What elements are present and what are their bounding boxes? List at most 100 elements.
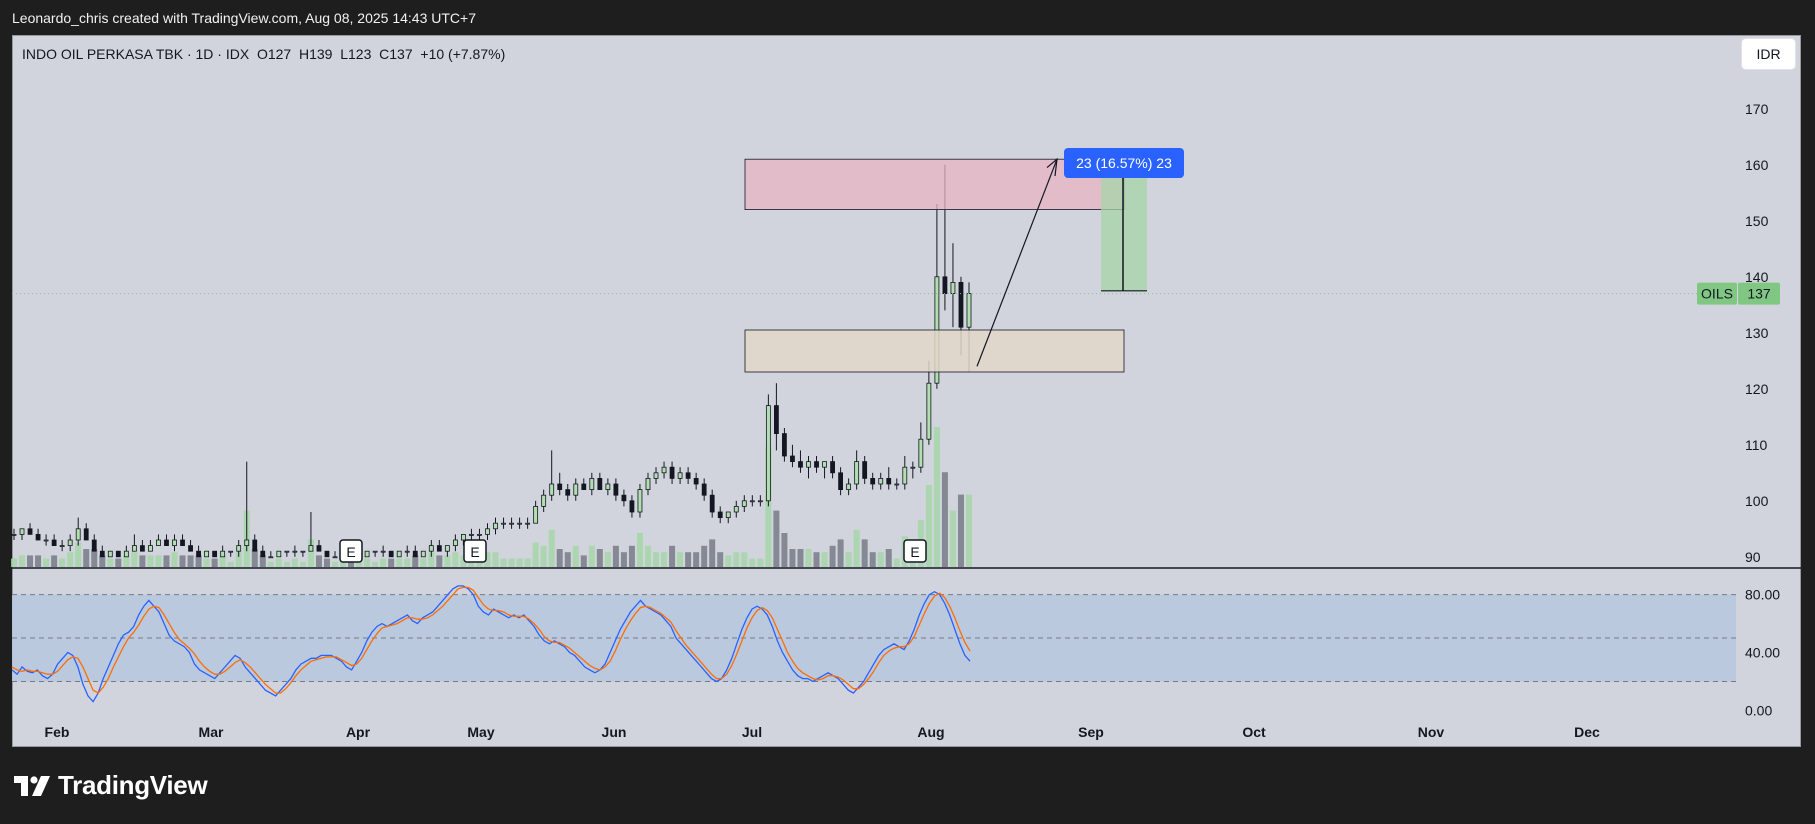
candle-body: [773, 405, 779, 435]
candle-body: [717, 511, 723, 518]
measure-label-text: 23 (16.57%) 23: [1076, 155, 1172, 171]
candle-body: [838, 472, 843, 490]
projection-arrow-line: [976, 158, 1058, 367]
candle-body: [156, 539, 161, 546]
volume-bar: [572, 545, 579, 567]
month-label-8: Oct: [1242, 724, 1266, 740]
candle-body: [806, 461, 811, 468]
tradingview-logo[interactable]: TradingView: [14, 770, 208, 801]
candle-body: [653, 472, 659, 479]
volume-bar: [203, 558, 210, 567]
earnings-marker-icon[interactable]: E: [903, 539, 927, 563]
candle-body: [284, 550, 290, 553]
volume-bar: [765, 446, 772, 567]
candle-body: [91, 539, 97, 552]
candle-body: [814, 461, 819, 468]
candle-body: [573, 483, 579, 496]
volume-bar: [155, 555, 162, 567]
candle-body: [870, 477, 876, 485]
attribution-bar: Leonardo_chris created with TradingView.…: [0, 0, 1815, 35]
symbol-legend[interactable]: INDO OIL PERKASA TBK · 1D · IDX O127 H13…: [22, 46, 506, 62]
candle-body: [115, 550, 121, 558]
volume-bar: [580, 555, 587, 567]
volume-bar: [83, 549, 90, 567]
candle-body: [196, 550, 201, 558]
currency-button[interactable]: IDR: [1742, 39, 1795, 69]
price-tick-label-9: 90: [1745, 549, 1761, 565]
candle-body: [220, 550, 226, 558]
candle-body: [43, 539, 49, 542]
volume-bar: [404, 558, 411, 567]
month-label-5: Jul: [742, 724, 762, 740]
volume-bar: [717, 552, 724, 567]
candle-body: [541, 494, 547, 507]
volume-bar: [348, 558, 355, 567]
volume-bar: [885, 549, 892, 567]
candle-body: [798, 461, 803, 468]
volume-bar: [372, 561, 379, 567]
price-tick-label-2: 160: [1745, 157, 1769, 173]
candle-body: [428, 545, 434, 552]
candle-body: [509, 522, 514, 525]
volume-bar: [500, 558, 507, 567]
drawing-layer: 23 (16.57%) 23 OILS 137: [12, 148, 1780, 373]
volume-bar: [741, 552, 748, 567]
earnings-marker-icon[interactable]: E: [339, 539, 363, 563]
candle-body: [19, 528, 25, 535]
last-price-tag-text: 137: [1747, 286, 1771, 302]
volume-bar: [957, 494, 964, 567]
volume-bar: [43, 558, 50, 567]
volume-bar: [588, 545, 595, 567]
volume-bar: [829, 545, 836, 567]
candle-body: [942, 276, 948, 294]
candle-body: [749, 500, 755, 503]
volume-bar: [540, 545, 547, 567]
candle-body: [950, 281, 956, 294]
candle-body: [709, 494, 715, 513]
candle-body: [67, 539, 73, 546]
volume-bar: [925, 485, 932, 567]
candle-body: [822, 461, 827, 468]
price-tick-label-1: 170: [1745, 101, 1769, 117]
footer: [0, 747, 1815, 824]
volume-bar: [27, 555, 34, 567]
volume-bar: [532, 542, 539, 567]
candle-body: [324, 550, 330, 558]
volume-bar: [612, 545, 619, 567]
volume-bar: [941, 472, 948, 567]
volume-bar: [669, 545, 676, 567]
stoch-d-line: [11, 586, 971, 694]
support-zone: [744, 329, 1125, 373]
price-tick-label-3: 150: [1745, 213, 1769, 229]
candle-body: [549, 483, 555, 496]
volume-bar: [19, 555, 26, 567]
candle-body: [396, 550, 402, 558]
price-tick-label-4: 140: [1745, 269, 1769, 285]
candle-body: [894, 483, 900, 486]
tradingview-logo-icon: [14, 775, 50, 796]
ticker-tag-text: OILS: [1701, 286, 1733, 302]
candle-body: [83, 528, 89, 541]
candle-body: [300, 550, 306, 553]
candle-body: [380, 550, 386, 553]
target-range-box: [1101, 162, 1147, 291]
volume-bar: [685, 552, 692, 567]
volume-bar: [452, 552, 459, 567]
volume-bar: [267, 561, 274, 567]
volume-bar: [813, 552, 820, 567]
volume-bar: [115, 558, 122, 567]
candle-body: [51, 539, 57, 546]
earnings-marker-icon[interactable]: E: [463, 539, 487, 563]
volume-bar: [933, 427, 940, 567]
candle-body: [846, 483, 852, 490]
month-label-0: Feb: [45, 724, 70, 740]
month-label-6: Aug: [917, 724, 944, 740]
volume-bar: [147, 555, 154, 567]
month-label-10: Dec: [1574, 724, 1600, 740]
candle-body: [589, 477, 595, 490]
volume-bar: [396, 558, 403, 567]
stoch-tick-label-2: 0.00: [1745, 702, 1772, 718]
volume-bar: [123, 555, 130, 567]
